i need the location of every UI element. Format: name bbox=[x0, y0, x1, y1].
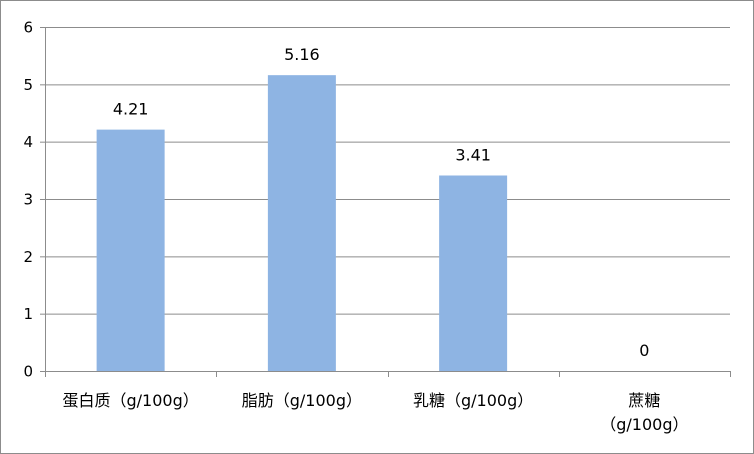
y-tick-label: 5 bbox=[23, 76, 33, 94]
y-tick-label: 0 bbox=[23, 363, 33, 381]
bar bbox=[439, 175, 508, 371]
data-label: 3.41 bbox=[455, 145, 491, 164]
x-tick-label: 脂肪（g/100g） bbox=[242, 391, 362, 410]
y-tick-label: 2 bbox=[23, 248, 33, 266]
bar bbox=[267, 75, 336, 371]
x-tick-label: （g/100g） bbox=[600, 415, 688, 434]
y-tick-label: 3 bbox=[23, 191, 33, 209]
bar bbox=[96, 129, 165, 371]
y-tick-label: 1 bbox=[23, 305, 33, 323]
y-tick-label: 6 bbox=[23, 19, 33, 37]
data-label: 4.21 bbox=[113, 100, 149, 119]
x-tick-label: 蔗糖 bbox=[628, 391, 660, 410]
x-tick-label: 蛋白质（g/100g） bbox=[63, 391, 199, 410]
data-label: 0 bbox=[639, 341, 649, 360]
y-tick-label: 4 bbox=[23, 133, 33, 151]
data-label: 5.16 bbox=[284, 45, 320, 64]
x-tick-label: 乳糖（g/100g） bbox=[413, 391, 533, 410]
